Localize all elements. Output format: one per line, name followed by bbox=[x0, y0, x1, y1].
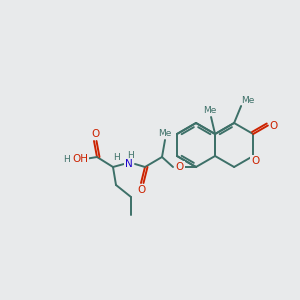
Text: H: H bbox=[127, 152, 134, 160]
Text: H: H bbox=[114, 154, 120, 163]
Text: OH: OH bbox=[72, 154, 88, 164]
Text: Me: Me bbox=[242, 95, 255, 104]
Text: O: O bbox=[251, 156, 259, 166]
Text: N: N bbox=[125, 159, 133, 169]
Text: H: H bbox=[63, 154, 69, 164]
Text: Me: Me bbox=[158, 128, 172, 137]
Text: Me: Me bbox=[203, 106, 217, 115]
Text: O: O bbox=[270, 121, 278, 130]
Text: O: O bbox=[138, 185, 146, 195]
Text: O: O bbox=[91, 129, 99, 139]
Text: O: O bbox=[176, 162, 184, 172]
